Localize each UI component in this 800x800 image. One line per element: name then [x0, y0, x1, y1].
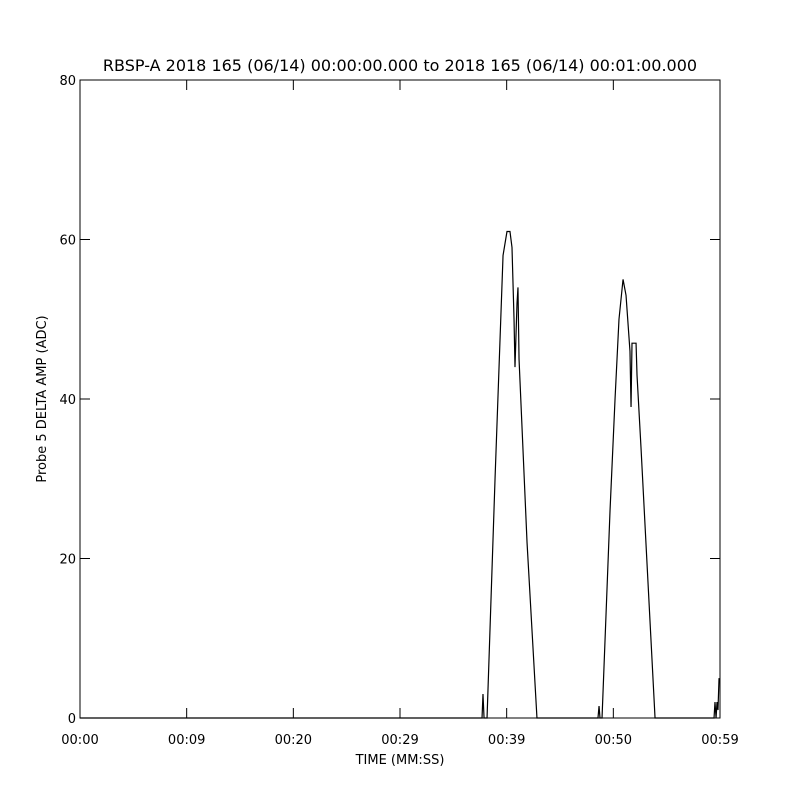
x-tick-label: 00:09 — [168, 733, 205, 748]
y-tick-label: 0 — [68, 712, 76, 727]
y-tick-label: 80 — [59, 74, 76, 89]
y-tick-label: 60 — [59, 234, 76, 249]
x-tick-label: 00:20 — [275, 733, 312, 748]
x-tick-label: 00:59 — [701, 733, 738, 748]
x-tick-label: 00:00 — [61, 733, 98, 748]
data-line — [80, 230, 720, 719]
y-tick-label: 40 — [59, 393, 76, 408]
y-axis-label: Probe 5 DELTA AMP (ADC) — [35, 315, 50, 482]
x-tick-label: 00:50 — [595, 733, 632, 748]
chart-title: RBSP-A 2018 165 (06/14) 00:00:00.000 to … — [103, 56, 697, 75]
x-tick-label: 00:39 — [488, 733, 525, 748]
y-tick-label: 20 — [59, 553, 76, 568]
x-axis-label: TIME (MM:SS) — [355, 753, 445, 768]
x-tick-label: 00:29 — [381, 733, 418, 748]
